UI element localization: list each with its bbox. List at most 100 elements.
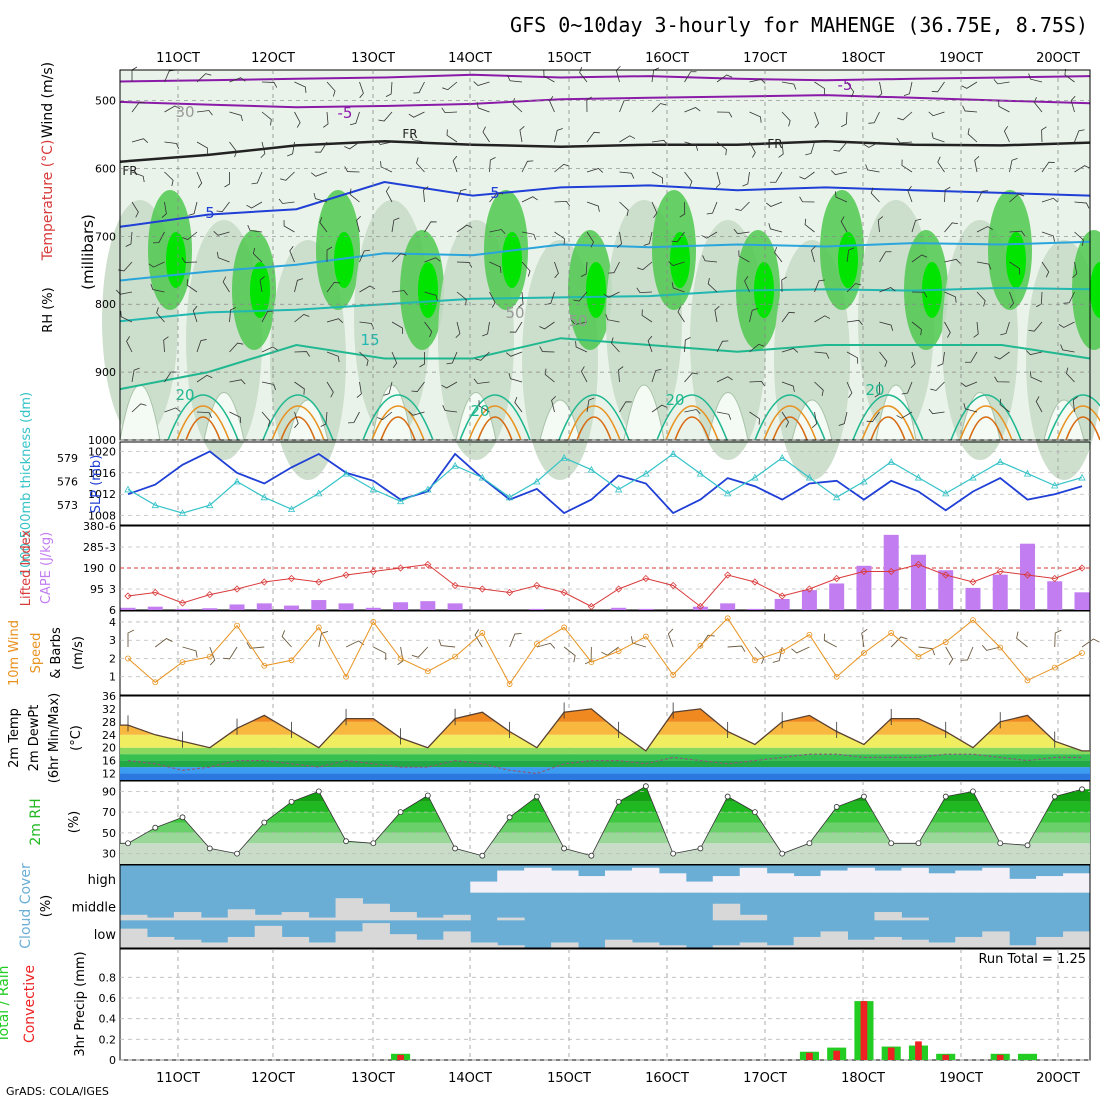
wind-barb: [716, 376, 733, 383]
cloud-high-bar: [470, 881, 498, 893]
x-tick-label-top: 20OCT: [1036, 51, 1080, 66]
wind-barb: [408, 111, 425, 118]
wind-barb: [580, 366, 588, 383]
wind-barb: [1041, 231, 1055, 242]
wind-speed-point: [152, 679, 159, 686]
x-tick-label-top: 14OCT: [448, 51, 492, 66]
wind-frame: [119, 610, 1091, 696]
wind-barb: [964, 351, 978, 363]
cloud-high-bar: [551, 870, 579, 893]
wind-barb: [998, 100, 1010, 113]
wind-barb: [715, 171, 721, 189]
wind-barb: [749, 411, 760, 425]
x-tick-label-bottom: 17OCT: [743, 1071, 787, 1086]
wind-barb: [643, 231, 653, 246]
cloud-low-bar: [739, 942, 768, 948]
lifted-index-point: [451, 581, 459, 590]
cloud-middle-bar: [362, 903, 390, 921]
wind-barb: [521, 196, 538, 203]
cloud-high-bar: [524, 867, 552, 893]
cape-bar: [147, 606, 163, 610]
warm-contour: [371, 405, 425, 441]
wind-barb: [830, 170, 848, 176]
wind-barb: [456, 261, 473, 268]
rh-point: [152, 824, 159, 831]
cape-tick-label: 380: [83, 520, 104, 533]
wind-barb: [684, 171, 693, 188]
wind-barb: [781, 348, 799, 353]
wind-barb: [877, 216, 884, 233]
wind-barb: [131, 101, 146, 113]
wind-barb: [1074, 231, 1084, 246]
wind-barb: [320, 411, 328, 427]
cloud-low-bar: [308, 942, 337, 948]
wind-barb: [944, 186, 951, 203]
wind-barb: [671, 282, 685, 293]
wind-barb: [973, 321, 979, 338]
temp-band: [120, 734, 1090, 748]
wind-barb: [810, 245, 816, 263]
wind-barb: [749, 343, 765, 353]
thickness-point: [451, 461, 459, 469]
surface-wind-barb: [981, 644, 1001, 651]
wind-speed-point: [343, 673, 349, 680]
wind-barb: [838, 411, 848, 426]
wind-barb: [196, 374, 213, 383]
cloud-high-bar: [766, 873, 795, 893]
warm-contour: [167, 394, 239, 441]
surface-wind-barb: [209, 646, 216, 666]
wind-barb: [413, 81, 425, 94]
pressure-tick-label: 700: [95, 230, 116, 243]
temp-band: [120, 747, 1090, 755]
wind-barb: [716, 111, 733, 118]
thickness-point: [342, 469, 350, 477]
wind-barb: [907, 185, 913, 203]
surface-wind-barb: [474, 629, 483, 648]
cloud-middle-bar: [146, 917, 175, 921]
wind-barb: [1003, 126, 1010, 143]
wind-barb: [196, 171, 203, 188]
panels: 11OCT 11OCT 12OCT 12OCT 13OCT 13OCT 14OCT 14OCT…: [0, 51, 1100, 1086]
thickness-point: [178, 509, 187, 517]
cross-section-panel: -5 -5 FR FR FR 5 5 15 20 20 20 20 30 50 50 500 600 700 800…: [88, 65, 1100, 480]
contour-label: 15: [360, 331, 379, 349]
thickness-point: [533, 477, 541, 485]
wind-barb: [1028, 321, 1043, 332]
wind-barb: [866, 411, 880, 423]
rh-band-bright: [1090, 262, 1100, 318]
rh-point: [670, 850, 677, 857]
wind-barb: [131, 367, 140, 383]
thickness-point: [505, 493, 514, 501]
lifted-index-point: [315, 578, 323, 586]
cross-section-frame: [119, 69, 1091, 441]
surface-wind-barb: [960, 646, 974, 661]
thickness-point: [424, 485, 432, 493]
wind-barb: [314, 141, 328, 153]
wind-barb: [391, 253, 407, 263]
thickness-point: [478, 473, 487, 481]
contour-label: 5: [490, 184, 500, 202]
lifted-index-line: [127, 563, 1083, 608]
wind-barb: [294, 278, 304, 293]
cloud-level-label: middle: [72, 901, 116, 916]
surface-wind-barb: [509, 633, 522, 648]
wind-barb: [811, 411, 818, 428]
lifted-index-point: [724, 571, 732, 579]
wind-speed-point: [697, 642, 704, 649]
cloud-middle-bar: [227, 909, 256, 921]
x-tick-label-bottom: 14OCT: [448, 1071, 492, 1086]
lifted-index-point: [397, 564, 405, 572]
rh-point: [806, 840, 813, 847]
wind-barb: [928, 111, 945, 117]
warm-contour: [861, 405, 915, 441]
cape-bar: [801, 590, 817, 610]
warm-contour: [852, 394, 924, 441]
wind-barb: [294, 411, 299, 429]
wind-speed-point: [806, 631, 813, 638]
lifted-index-point: [996, 567, 1004, 576]
wind-barb: [475, 351, 490, 361]
rh-band: [120, 843, 1090, 864]
wind-legend-line1: 10m Wind: [7, 620, 22, 686]
wind-barb: [456, 224, 473, 233]
